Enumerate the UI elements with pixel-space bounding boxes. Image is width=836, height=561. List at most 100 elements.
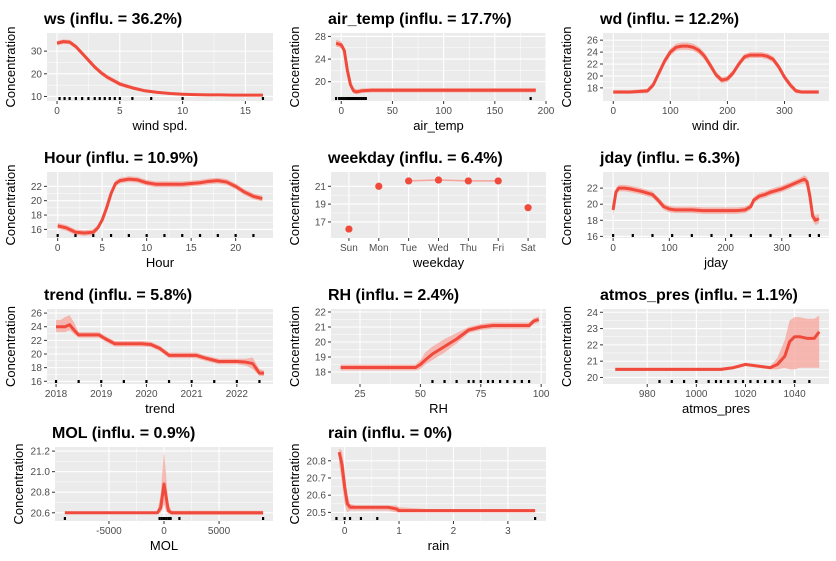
y-axis-label: Concentration: [559, 165, 574, 246]
confidence-band: [57, 176, 263, 236]
rug-mark: [58, 97, 61, 100]
rug-mark: [181, 97, 184, 100]
rug-mark: [749, 380, 752, 383]
rug-mark: [534, 517, 537, 520]
data-point: [405, 177, 413, 185]
rug-mark: [342, 97, 345, 100]
panel-title: wd (influ. = 12.2%): [599, 11, 739, 28]
rug-mark: [793, 380, 796, 383]
series-line: [613, 44, 819, 94]
x-tick-label: 100: [662, 106, 679, 117]
y-tick-label: 16: [31, 225, 43, 236]
rug-mark: [158, 517, 161, 520]
x-tick-label: 50: [415, 389, 427, 400]
y-tick-label: 20: [315, 77, 327, 88]
rug-mark: [131, 97, 134, 100]
rug-mark: [529, 97, 532, 100]
y-axis-label: Concentration: [11, 444, 26, 525]
rug-mark: [631, 234, 634, 237]
data-layer: [345, 176, 532, 233]
rug-mark: [68, 97, 71, 100]
x-tick-label: 0: [338, 106, 344, 117]
rug-mark: [651, 234, 654, 237]
x-axis-label: wind spd.: [132, 118, 188, 133]
rug-mark: [81, 97, 84, 100]
x-tick-label: 100: [661, 243, 678, 254]
y-axis-label: Concentration: [3, 27, 18, 108]
rug-mark: [682, 380, 686, 383]
rug-mark: [710, 234, 713, 237]
rug-mark: [163, 234, 166, 237]
y-tick-label: 21: [587, 357, 599, 368]
data-layer: [335, 39, 536, 100]
x-tick-label: 200: [717, 243, 734, 254]
rug-mark: [113, 97, 116, 100]
rug-mark: [178, 517, 181, 520]
series-line: [56, 40, 263, 97]
rug-mark: [506, 380, 509, 383]
rug-mark: [103, 97, 106, 100]
rug-mark: [359, 517, 363, 520]
x-tick-label: 0: [161, 526, 167, 537]
y-tick-label: 24: [315, 55, 327, 66]
rug-mark: [261, 97, 265, 100]
rug-mark: [340, 97, 343, 100]
rug-mark: [443, 380, 446, 383]
y-tick-label: 26: [31, 309, 43, 320]
x-tick-label: 0: [610, 243, 616, 254]
rug-mark: [491, 380, 494, 383]
rug-mark: [695, 380, 698, 383]
rug-mark: [235, 380, 238, 383]
rug-mark: [520, 380, 523, 383]
y-tick-label: 21: [315, 323, 327, 334]
data-layer: [615, 315, 821, 383]
y-tick-label: 18: [31, 211, 43, 222]
x-tick-label: 0: [55, 243, 61, 254]
rug-mark: [150, 97, 153, 100]
data-layer: [613, 42, 819, 94]
x-tick-label: 2021: [181, 389, 204, 400]
rug-mark: [352, 97, 355, 100]
rug-mark: [122, 380, 125, 383]
y-tick-label: 19: [315, 200, 327, 211]
y-axis-label: Concentration: [559, 27, 574, 108]
rug-mark: [252, 234, 255, 237]
panel-4: 0 5 10 15 20 16 18 20 22 Hour (influ. = 10.9%) Hou…: [3, 150, 273, 270]
series-line: [57, 177, 263, 235]
x-tick-label: Wed: [428, 243, 448, 254]
rug-mark: [670, 380, 673, 383]
y-tick-label: 30: [31, 47, 43, 58]
panel-6: 0 100 200 300 16 18 20 22 jday (influ. = 6.3%) jd…: [559, 150, 829, 270]
rug-mark: [455, 380, 458, 383]
panel-title: weekday (influ. = 6.4%): [327, 150, 503, 167]
x-tick-label: 200: [538, 106, 555, 117]
x-tick-label: 25: [354, 389, 366, 400]
panel-title: atmos_pres (influ. = 1.1%): [600, 287, 798, 304]
rug-mark: [93, 97, 96, 100]
x-tick-label: 75: [475, 389, 487, 400]
rug-mark: [198, 234, 202, 237]
rug-mark: [808, 234, 811, 237]
y-tick-label: 16: [31, 377, 43, 388]
rug-mark: [707, 380, 710, 383]
y-axis-label: Concentration: [3, 306, 18, 387]
x-tick-label: 100: [435, 106, 452, 117]
y-tick-label: 26: [587, 36, 599, 47]
rug-mark: [213, 380, 216, 383]
rug-mark: [335, 517, 338, 520]
data-point: [464, 177, 472, 185]
series-line: [340, 318, 540, 369]
x-tick-label: 5: [117, 106, 123, 117]
rug-mark: [108, 97, 111, 100]
x-tick-label: 1020: [734, 389, 757, 400]
series-line: [335, 41, 536, 94]
rug-mark: [338, 97, 341, 100]
x-tick-label: 15: [240, 106, 252, 117]
y-tick-label: 20: [31, 196, 43, 207]
y-axis-label: Concentration: [287, 444, 302, 525]
x-tick-label: 3: [505, 526, 511, 537]
rug-mark: [74, 97, 77, 100]
x-axis-label: MOL: [150, 538, 178, 553]
